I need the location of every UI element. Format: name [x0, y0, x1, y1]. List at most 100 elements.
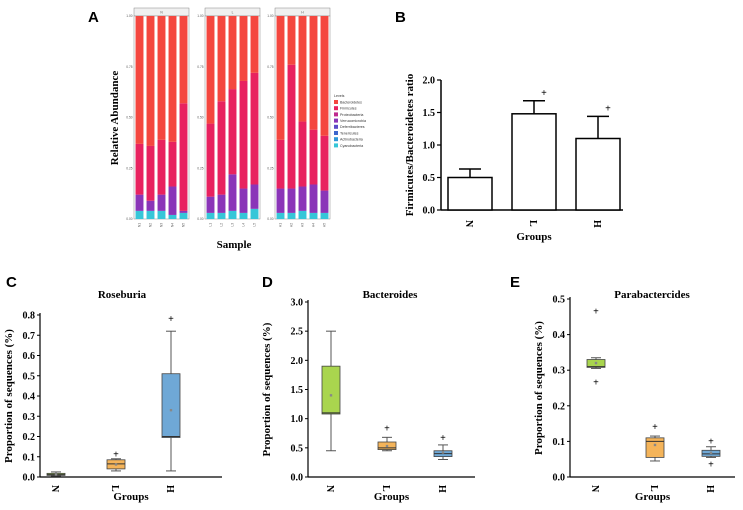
roseburia-mean-N — [54, 473, 58, 476]
sample-label-L2: L2 — [220, 223, 224, 227]
bacteroides-ytick-0.0: 0.0 — [291, 473, 304, 484]
panel-label-d: D — [262, 274, 273, 291]
stack-seg-L1-3 — [206, 16, 215, 124]
stack-seg-N4-0 — [168, 214, 177, 219]
parabactercides-outlier-N-1: + — [593, 378, 599, 389]
roseburia-ytick-0.2: 0.2 — [23, 432, 36, 443]
ratio-bar-H — [575, 137, 621, 211]
stack-seg-L3-0 — [228, 210, 237, 219]
stack-seg-N3-3 — [157, 16, 166, 140]
legend-swatch-4 — [334, 124, 338, 129]
panel-label-c: C — [6, 274, 17, 291]
stack-seg-L4-2 — [239, 80, 248, 189]
panel-b-x-label: Groups — [516, 231, 552, 243]
panel-a-ytick-2-0.75: 0.75 — [267, 65, 273, 69]
sample-label-N2: N2 — [149, 223, 153, 227]
roseburia-outlier-H-0: + — [168, 314, 174, 325]
stack-seg-N3-2 — [157, 139, 166, 195]
sample-label-L5: L5 — [253, 223, 257, 227]
panel-a-ytick-1-0.00: 0.00 — [197, 217, 203, 221]
bacteroides-ytick-3.0: 3.0 — [291, 298, 304, 309]
roseburia-box-H — [161, 373, 181, 438]
panel-label-e: E — [510, 274, 520, 291]
facet-label-N: N — [160, 11, 163, 15]
parabactercides-ytick-0.1: 0.1 — [553, 437, 566, 448]
sample-label-H1: H1 — [279, 223, 283, 227]
parabactercides-ytick-0.0: 0.0 — [553, 473, 566, 484]
legend-title: Levels — [334, 94, 345, 98]
stack-seg-H2-0 — [287, 212, 296, 219]
legend-swatch-5 — [334, 131, 338, 135]
ratio-marker-H: + — [605, 103, 611, 114]
panel-d-bacteroides-box: Bacteroides 0.0 0.5 1.0 1.5 2.0 2.5 3.0 Proporti… — [261, 289, 475, 503]
panel-b-ytick-0.5: 0.5 — [423, 173, 436, 184]
legend-entry-4: Deferribacteres — [340, 125, 365, 129]
stack-seg-L2-3 — [217, 16, 226, 102]
stack-seg-H3-3 — [298, 16, 307, 122]
stack-seg-L2-2 — [217, 101, 226, 195]
legend-swatch-3 — [334, 118, 338, 123]
stack-seg-H5-1 — [320, 190, 329, 213]
ratio-bar-N — [447, 176, 493, 211]
roseburia-ytick-0.6: 0.6 — [23, 351, 36, 362]
sample-label-N1: N1 — [138, 223, 142, 227]
panel-a-ytick-0-0.50: 0.50 — [126, 116, 132, 120]
ratio-bar-L — [511, 113, 557, 211]
bacteroides-box-N — [321, 365, 341, 415]
roseburia-ytick-0.5: 0.5 — [23, 371, 36, 382]
bacteroides-xtick-H: H — [436, 485, 447, 493]
stack-seg-H5-3 — [320, 16, 329, 136]
panel-a-ytick-1-0.50: 0.50 — [197, 116, 203, 120]
panel-a-ytick-1-0.75: 0.75 — [197, 65, 203, 69]
legend-swatch-0 — [334, 100, 338, 104]
stack-seg-N1-0 — [135, 210, 144, 219]
sample-label-N5: N5 — [182, 223, 186, 227]
roseburia-mean-L — [114, 463, 118, 466]
roseburia-xtick-N: N — [49, 485, 60, 493]
sample-label-L1: L1 — [209, 223, 213, 227]
bacteroides-outlier-L-0: + — [384, 424, 390, 435]
roseburia-ytick-0.8: 0.8 — [23, 311, 36, 322]
sample-label-L4: L4 — [242, 223, 246, 227]
parabactercides-outlier-L-0: + — [652, 422, 658, 433]
roseburia-y-label: Proportion of sequences (%) — [3, 329, 15, 463]
panel-a-ytick-1-1.00: 1.00 — [197, 14, 203, 18]
parabactercides-mean-N — [594, 361, 598, 365]
bacteroides-outlier-H-0: + — [440, 433, 446, 444]
bacteroides-xtick-L: L — [380, 485, 391, 492]
stack-seg-H4-1 — [309, 184, 318, 213]
sample-label-H3: H3 — [301, 223, 305, 227]
stack-seg-H1-2 — [276, 139, 285, 189]
stack-seg-N2-3 — [146, 16, 155, 146]
stack-seg-H4-0 — [309, 212, 318, 219]
stack-seg-N2-1 — [146, 200, 155, 211]
stack-seg-L3-1 — [228, 174, 237, 211]
roseburia-x-label: Groups — [113, 491, 149, 503]
panel-a-ytick-0-0.00: 0.00 — [126, 217, 132, 221]
roseburia-ytick-0.4: 0.4 — [23, 392, 36, 403]
panel-a-ytick-0-1.00: 1.00 — [126, 14, 132, 18]
legend-entry-6: Actinobacteria — [340, 138, 363, 142]
stack-seg-L4-3 — [239, 16, 248, 81]
stack-seg-N2-2 — [146, 145, 155, 201]
legend-entry-7: Cyanobacteria — [340, 144, 363, 148]
roseburia-title: Roseburia — [98, 289, 147, 301]
stack-seg-H2-2 — [287, 64, 296, 189]
stack-seg-N2-0 — [146, 210, 155, 219]
panel-a-ytick-0-0.25: 0.25 — [126, 166, 132, 170]
panel-label-b: B — [395, 9, 406, 26]
stack-seg-H2-1 — [287, 188, 296, 213]
stack-seg-H2-3 — [287, 16, 296, 65]
sample-label-H5: H5 — [323, 223, 327, 227]
bacteroides-mean-L — [385, 444, 389, 448]
roseburia-ytick-0.1: 0.1 — [23, 452, 36, 463]
legend-swatch-2 — [334, 112, 338, 117]
stack-seg-L2-1 — [217, 194, 226, 213]
panel-a-ytick-2-0.50: 0.50 — [267, 116, 273, 120]
stack-seg-L5-1 — [250, 184, 259, 209]
panel-c-roseburia-box: Roseburia 0.0 0.1 0.2 0.3 0.4 0.5 0.6 0.7 0.8 Prop… — [3, 289, 222, 503]
parabactercides-outlier-H-1: + — [708, 460, 714, 471]
panel-b-xtick-L: L — [527, 220, 538, 227]
bacteroides-ytick-1.0: 1.0 — [291, 414, 304, 425]
